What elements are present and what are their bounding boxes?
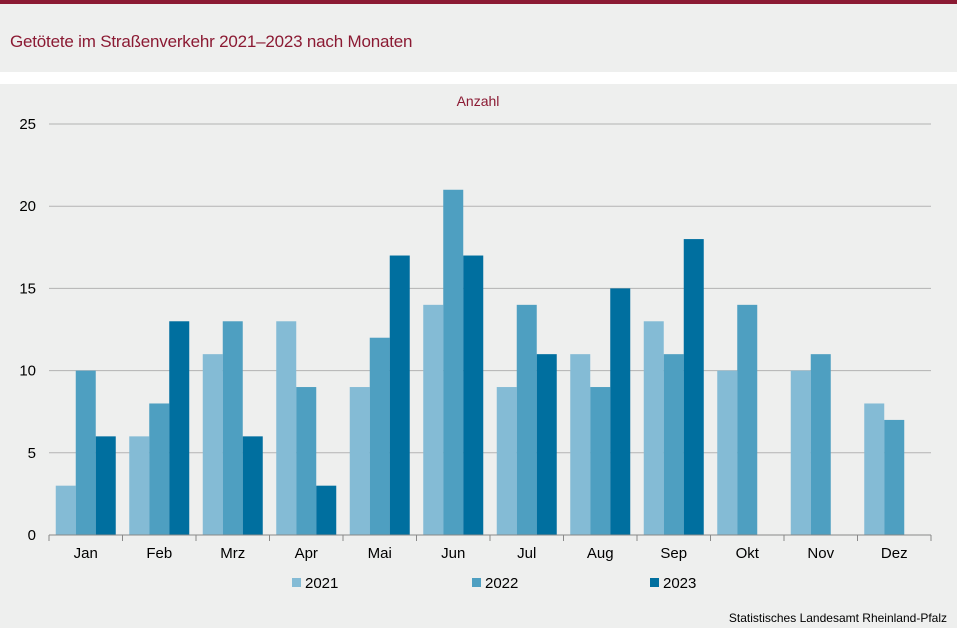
bar-2023-jan (95, 436, 116, 535)
x-tick-label: Jul (517, 545, 536, 562)
bar-2021-nov (790, 370, 811, 535)
title-bar: Getötete im Straßenverkehr 2021–2023 nac… (0, 4, 957, 72)
bar-2022-mai (369, 337, 390, 535)
source-credit: Statistisches Landesamt Rheinland-Pfalz (728, 611, 947, 625)
bar-2021-apr (276, 321, 297, 535)
x-tick-label: Sep (660, 545, 687, 562)
x-tick-label: Dez (881, 545, 908, 562)
bar-2022-mrz (222, 321, 243, 535)
x-tick-label: Jun (441, 545, 465, 562)
bar-2021-mrz (202, 354, 223, 535)
x-tick-label: Feb (146, 545, 172, 562)
bar-2023-jun (463, 255, 484, 535)
bar-2021-sep (643, 321, 664, 535)
legend-swatch-2023 (650, 578, 659, 587)
x-tick-label: Mrz (220, 545, 245, 562)
legend-label-2022: 2022 (485, 575, 518, 592)
bar-2021-feb (129, 436, 150, 535)
legend-label-2021: 2021 (305, 575, 338, 592)
x-tick-label: Nov (807, 545, 834, 562)
bar-2022-jul (516, 304, 537, 535)
bar-2023-feb (169, 321, 190, 535)
bar-2023-mai (389, 255, 410, 535)
y-tick-label: 15 (19, 280, 36, 297)
x-tick-label: Mai (368, 545, 392, 562)
bar-2023-jul (536, 354, 557, 535)
chart-title: Getötete im Straßenverkehr 2021–2023 nac… (10, 32, 413, 51)
x-tick-label: Apr (295, 545, 318, 562)
bar-2021-aug (570, 354, 591, 535)
bar-2022-aug (590, 387, 611, 535)
y-tick-label: 0 (28, 527, 36, 544)
bar-2022-apr (296, 387, 317, 535)
bar-2023-mrz (242, 436, 263, 535)
y-tick-label: 20 (19, 198, 36, 215)
bar-2021-jan (55, 485, 76, 535)
legend-swatch-2021 (292, 578, 301, 587)
bar-2022-dez (884, 419, 905, 535)
bar-2022-feb (149, 403, 170, 535)
bar-2022-jun (443, 189, 464, 535)
separator (0, 72, 957, 84)
top-accent-rule (0, 0, 957, 4)
legend-label-2023: 2023 (663, 575, 696, 592)
y-tick-label: 25 (19, 116, 36, 133)
bar-2021-mai (349, 387, 370, 535)
bar-2021-jun (423, 304, 444, 535)
bar-2021-jul (496, 387, 517, 535)
bar-2023-aug (610, 288, 631, 535)
bar-2022-nov (810, 354, 831, 535)
bar-2022-okt (737, 304, 758, 535)
y-tick-label: 5 (28, 445, 36, 462)
bar-2022-sep (663, 354, 684, 535)
bar-2021-okt (717, 370, 738, 535)
x-tick-label: Jan (74, 545, 98, 562)
bar-2023-apr (316, 485, 337, 535)
bar-2022-jan (75, 370, 96, 535)
bar-chart: 0 5 10 15 20 25 Anzahl Jan Feb Mrz Apr Mai Jun Jul Aug… (0, 84, 957, 628)
x-tick-label: Okt (736, 545, 760, 562)
bar-2021-dez (864, 403, 885, 535)
legend-swatch-2022 (472, 578, 481, 587)
x-tick-label: Aug (587, 545, 614, 562)
y-tick-label: 10 (19, 363, 36, 380)
y-axis-label: Anzahl (457, 93, 500, 109)
bar-2023-sep (683, 239, 704, 535)
